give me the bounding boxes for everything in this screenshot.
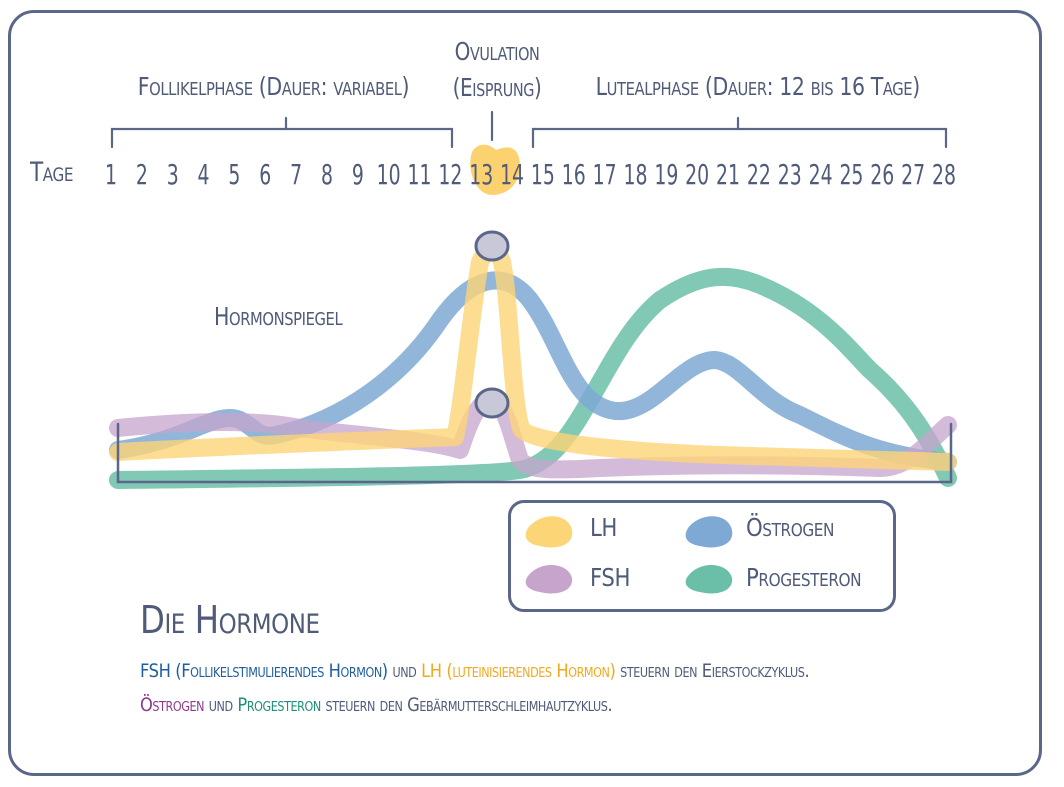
section-title: Die Hormone (140, 598, 320, 642)
follicular-phase-label: Follikelphase (Dauer: variabel) (137, 72, 410, 101)
day-label-21: 21 (716, 158, 740, 191)
phase-brackets (110, 110, 948, 149)
lh-legend-swatch (525, 516, 573, 548)
follicular-bracket (110, 127, 454, 149)
legend-lh-label: LH (590, 513, 617, 542)
day-label-25: 25 (839, 158, 863, 191)
day-label-17: 17 (593, 158, 617, 191)
day-label-8: 8 (321, 158, 333, 191)
lh-term: LH (luteinisierendes Hormon) (421, 660, 616, 682)
lh-peak-marker (474, 230, 510, 262)
sentence-2-and: und (204, 694, 238, 716)
luteal-bracket (531, 127, 948, 149)
day-label-12: 12 (438, 158, 462, 191)
day-label-6: 6 (259, 158, 271, 191)
ovulation-day-highlight (470, 144, 520, 195)
progesteron-legend-swatch (685, 564, 733, 594)
day-axis: 1 2 3 4 5 6 7 8 9 10 11 12 13 14 15 16 17 18 19 20 21 22 23 24 2… (105, 158, 956, 191)
day-label-5: 5 (228, 158, 240, 191)
day-label-18: 18 (623, 158, 647, 191)
sentence-2-rest: steuern den Gebärmutterschleimhautzyklus… (320, 694, 613, 716)
legend-oestrogen-label: Östrogen (746, 513, 835, 542)
day-label-27: 27 (901, 158, 925, 191)
sentence-1-and: und (387, 660, 422, 682)
fsh-term: FSH (Follikelstimulierendes Hormon) (140, 660, 388, 682)
outer-frame (8, 10, 1042, 776)
lh-curve (109, 243, 957, 471)
luteal-phase-label: Lutealphase (Dauer: 12 bis 16 Tage) (595, 72, 921, 101)
progesteron-curve (109, 267, 957, 489)
progesteron-term: Progesteron (237, 694, 321, 716)
day-label-4: 4 (198, 158, 210, 191)
day-label-7: 7 (290, 158, 302, 191)
hormone-curves (109, 243, 957, 489)
ovulation-label: Ovulation (Eisprung) (445, 34, 549, 106)
day-label-3: 3 (167, 158, 179, 191)
day-label-15: 15 (531, 158, 555, 191)
legend-fsh-label: FSH (590, 563, 631, 592)
day-label-10: 10 (377, 158, 401, 191)
days-axis-label: Tage (30, 157, 74, 188)
day-label-11: 11 (408, 158, 432, 191)
day-label-9: 9 (352, 158, 364, 191)
ovulation-label-line2: (Eisprung) (452, 73, 542, 102)
day-label-2: 2 (136, 158, 148, 191)
day-label-19: 19 (654, 158, 678, 191)
day-label-24: 24 (809, 158, 833, 191)
oestrogen-term: Östrogen (140, 694, 205, 716)
legend-box (508, 500, 896, 612)
legend-progesteron-label: Progesteron (746, 563, 862, 592)
day-label-26: 26 (870, 158, 894, 191)
day-label-1: 1 (105, 158, 117, 191)
day-label-14: 14 (500, 158, 524, 191)
chart-axes (116, 422, 953, 484)
hormone-level-label: Hormonspiegel (214, 302, 343, 331)
fsh-legend-swatch (525, 564, 573, 594)
ovulation-label-line1: Ovulation (454, 37, 540, 66)
hormones-sentence-2: Östrogen und Progesteron steuern den Geb… (140, 694, 613, 716)
oestrogen-curve (109, 271, 957, 471)
oestrogen-legend-swatch (685, 516, 733, 548)
day-label-28: 28 (932, 158, 956, 191)
day-label-20: 20 (685, 158, 709, 191)
day-label-23: 23 (778, 158, 802, 191)
sentence-1-rest: steuern den Eierstockzyklus. (615, 660, 810, 682)
day-label-16: 16 (562, 158, 586, 191)
day-label-13: 13 (469, 158, 493, 191)
day-label-22: 22 (747, 158, 771, 191)
hormones-sentence-1: FSH (Follikelstimulierendes Hormon) und … (140, 660, 810, 682)
fsh-peak-marker (474, 387, 510, 419)
